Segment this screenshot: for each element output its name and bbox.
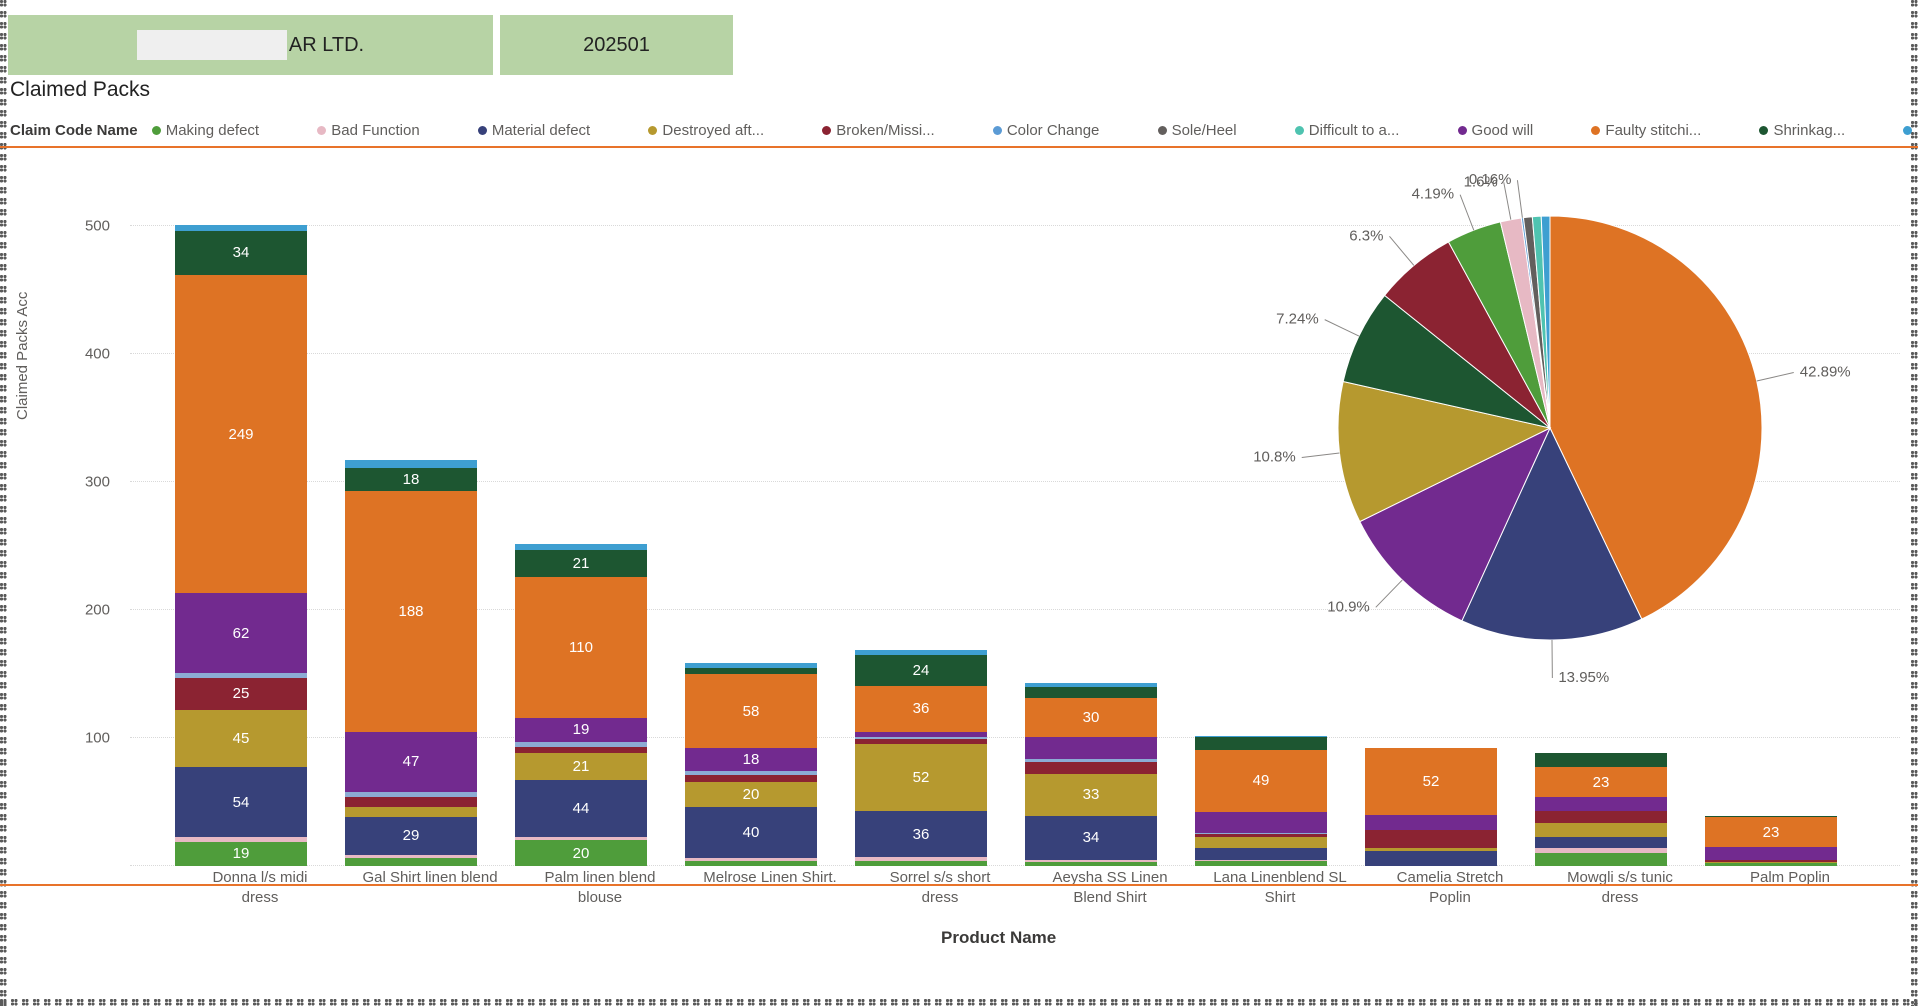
svg-text:6.3%: 6.3% xyxy=(1349,227,1383,244)
svg-text:0.16%: 0.16% xyxy=(1469,171,1512,188)
svg-text:42.89%: 42.89% xyxy=(1800,364,1851,381)
svg-text:7.24%: 7.24% xyxy=(1276,311,1319,328)
svg-text:10.8%: 10.8% xyxy=(1253,448,1296,465)
svg-text:10.9%: 10.9% xyxy=(1327,598,1370,615)
svg-text:13.95%: 13.95% xyxy=(1558,669,1609,686)
svg-text:4.19%: 4.19% xyxy=(1412,186,1455,203)
